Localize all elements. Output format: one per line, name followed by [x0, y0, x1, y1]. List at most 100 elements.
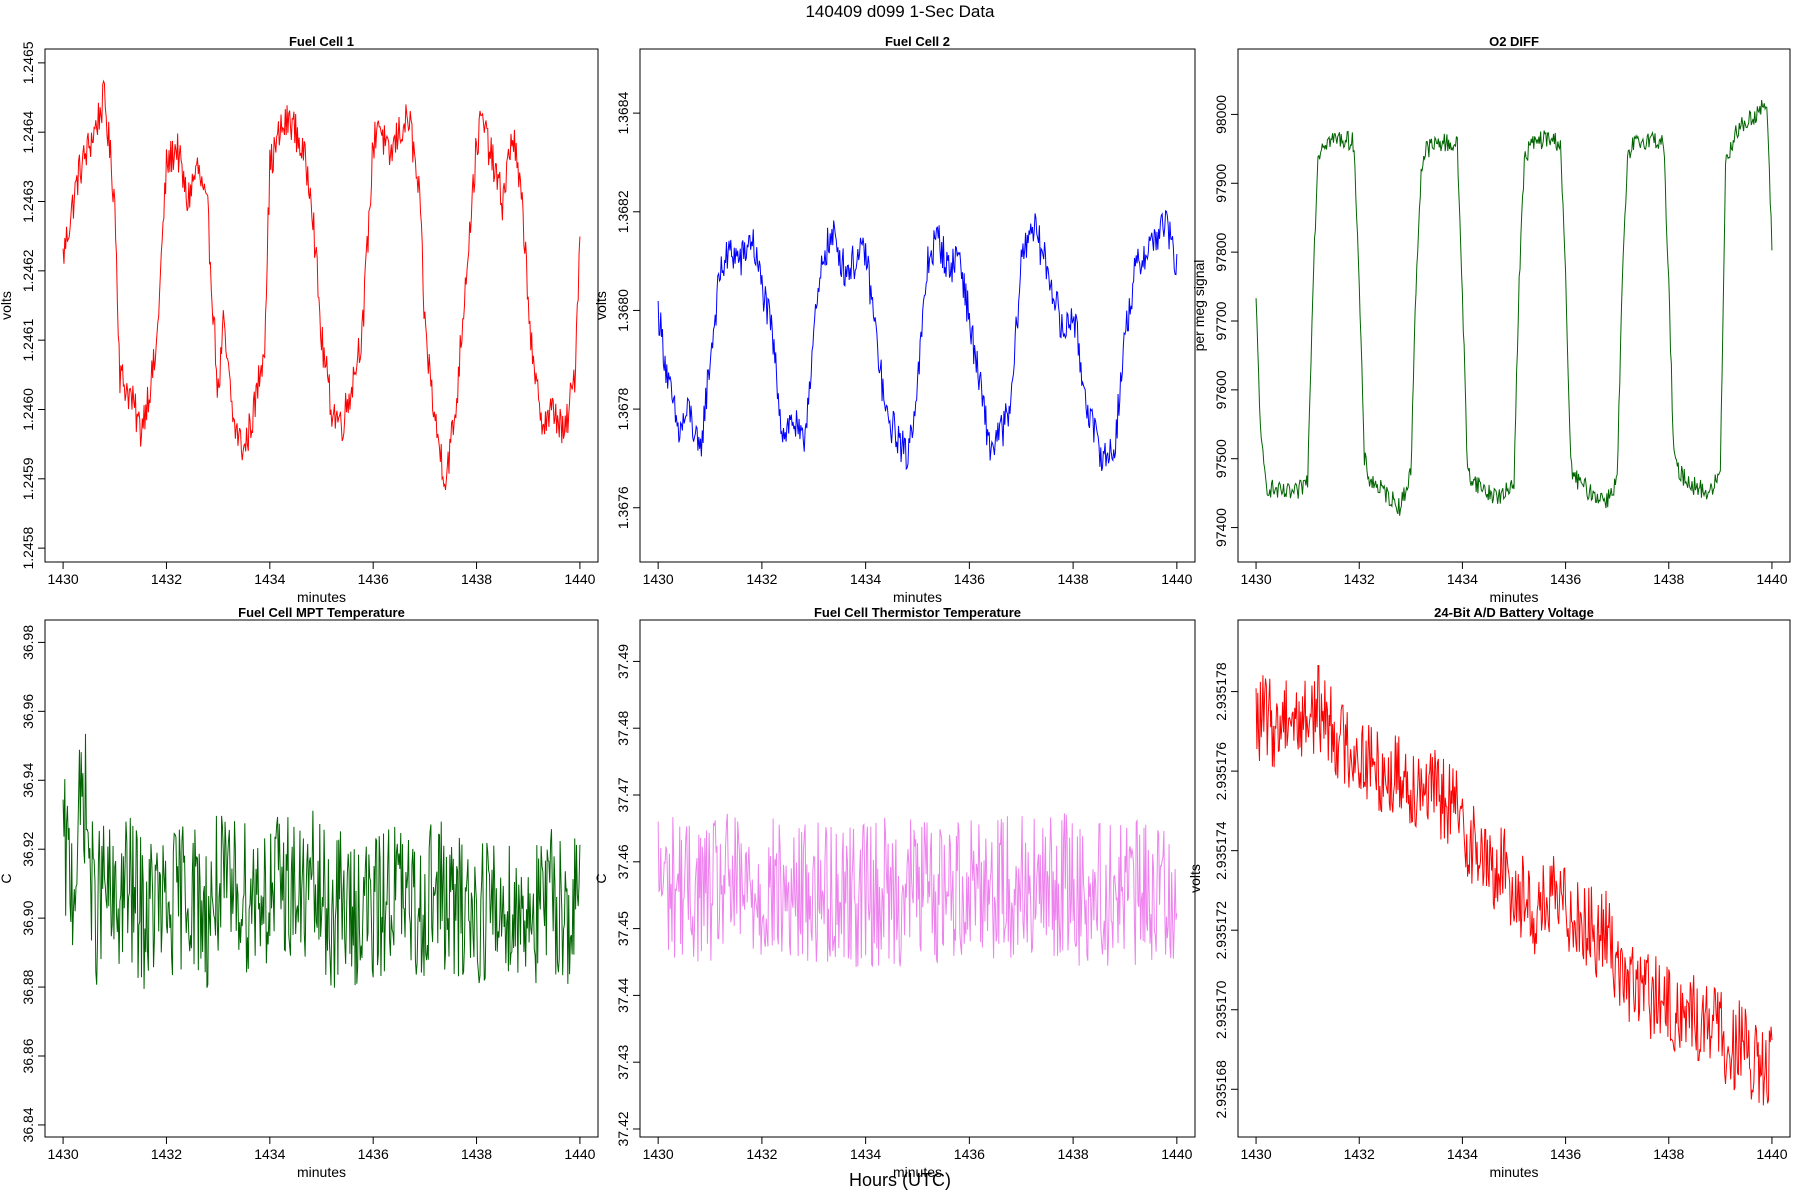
y-tick-label: 1.3684 [615, 92, 631, 135]
y-tick-label: 37.42 [615, 1111, 631, 1146]
x-tick-label: 1440 [564, 1146, 595, 1162]
series-line [62, 733, 581, 989]
plot-frame [639, 48, 1196, 563]
x-tick-label: 1438 [461, 1146, 492, 1162]
y-tick-label: 1.2464 [20, 111, 36, 154]
series-line [1255, 99, 1773, 516]
y-tick-label: 37.43 [615, 1044, 631, 1079]
plot-frame [44, 619, 599, 1138]
x-tick-label: 1434 [1447, 1146, 1478, 1162]
y-tick-label: 1.2460 [20, 388, 36, 431]
panel-1: Fuel Cell 1 1430 1432 1434 1436 1438 1440 minut… [0, 34, 599, 605]
y-tick-label: 2.935174 [1213, 821, 1229, 880]
x-tick-label: 1436 [1550, 1146, 1581, 1162]
y-tick-label: 36.94 [20, 763, 36, 798]
x-tick-label: 1438 [461, 571, 492, 587]
x-tick-label: 1436 [358, 1146, 389, 1162]
y-tick-label: 1.2461 [20, 319, 36, 362]
y-tick-label: 2.935178 [1213, 662, 1229, 721]
y-tick-label: 2.935172 [1213, 901, 1229, 960]
y-tick-label: 37.48 [615, 710, 631, 745]
x-tick-label: 1434 [850, 571, 881, 587]
y-tick-label: 36.98 [20, 625, 36, 660]
y-tick-label: 37.45 [615, 911, 631, 946]
panel-title: 24-Bit A/D Battery Voltage [1434, 605, 1594, 620]
x-tick-label: 1438 [1058, 1146, 1089, 1162]
y-tick-label: 98000 [1213, 95, 1229, 134]
x-tick-label: 1430 [1240, 571, 1271, 587]
x-axis-label: minutes [893, 589, 942, 605]
x-tick-label: 1434 [850, 1146, 881, 1162]
x-tick-label: 1438 [1058, 571, 1089, 587]
x-tick-label: 1440 [1756, 1146, 1787, 1162]
y-tick-label: 2.935170 [1213, 980, 1229, 1039]
x-tick-label: 1436 [954, 571, 985, 587]
y-tick-label: 97600 [1213, 370, 1229, 409]
x-tick-label: 1440 [1161, 1146, 1192, 1162]
x-tick-label: 1432 [151, 1146, 182, 1162]
series-line [657, 209, 1178, 471]
x-axis-label: minutes [297, 1164, 346, 1180]
panel-title: Fuel Cell MPT Temperature [238, 605, 405, 620]
x-axis-label: minutes [1489, 1164, 1538, 1180]
y-tick-label: 1.2465 [20, 41, 36, 84]
x-tick-label: 1436 [954, 1146, 985, 1162]
x-tick-label: 1438 [1653, 571, 1684, 587]
y-tick-label: 1.2462 [20, 249, 36, 292]
y-tick-label: 97400 [1213, 508, 1229, 547]
x-tick-label: 1438 [1653, 1146, 1684, 1162]
x-tick-label: 1432 [151, 571, 182, 587]
panel-2: Fuel Cell 2 1430 1432 1434 1436 1438 1440 minut… [593, 34, 1196, 605]
y-tick-label: 1.3680 [615, 289, 631, 332]
panel-title: Fuel Cell Thermistor Temperature [814, 605, 1021, 620]
y-tick-label: 36.88 [20, 969, 36, 1004]
x-tick-label: 1440 [1161, 571, 1192, 587]
y-axis-label: volts [593, 291, 609, 320]
y-axis-label: volts [0, 291, 14, 320]
y-axis-label: C [593, 873, 609, 883]
y-tick-label: 1.3682 [615, 190, 631, 233]
y-tick-label: 1.3676 [615, 486, 631, 529]
y-tick-label: 1.2463 [20, 180, 36, 223]
y-tick-label: 36.84 [20, 1107, 36, 1142]
y-tick-label: 97700 [1213, 301, 1229, 340]
y-tick-label: 36.92 [20, 831, 36, 866]
plot-frame [44, 48, 599, 563]
x-tick-label: 1430 [48, 1146, 79, 1162]
plot-frame [1237, 48, 1791, 563]
series-line [1255, 664, 1773, 1106]
x-tick-label: 1430 [643, 571, 674, 587]
y-axis-label: per meg signal [1191, 260, 1207, 352]
plot-frame [1237, 619, 1791, 1138]
y-tick-label: 37.47 [615, 777, 631, 812]
x-tick-label: 1430 [48, 571, 79, 587]
x-tick-label: 1440 [564, 571, 595, 587]
y-axis-label: volts [1187, 864, 1203, 893]
panel-5: Fuel Cell Thermistor Temperature 1430 1432… [593, 605, 1196, 1180]
x-tick-label: 1434 [254, 1146, 285, 1162]
series-line [62, 79, 581, 491]
x-axis-label: minutes [297, 589, 346, 605]
panel-title: O2 DIFF [1489, 34, 1539, 49]
y-tick-label: 36.96 [20, 694, 36, 729]
y-tick-label: 2.935176 [1213, 742, 1229, 801]
panel-6: 24-Bit A/D Battery Voltage 1430 1432 1434 14… [1187, 605, 1791, 1180]
x-tick-label: 1432 [746, 571, 777, 587]
y-tick-label: 36.90 [20, 900, 36, 935]
x-tick-label: 1436 [358, 571, 389, 587]
x-axis-label: minutes [1489, 589, 1538, 605]
y-tick-label: 37.44 [615, 978, 631, 1013]
y-tick-label: 1.3678 [615, 387, 631, 430]
x-axis-label: minutes [893, 1164, 942, 1180]
y-tick-label: 1.2458 [20, 527, 36, 570]
y-tick-label: 37.49 [615, 644, 631, 679]
x-tick-label: 1432 [1344, 1146, 1375, 1162]
x-tick-label: 1436 [1550, 571, 1581, 587]
y-tick-label: 36.86 [20, 1038, 36, 1073]
panel-4: Fuel Cell MPT Temperature 1430 1432 1434 143… [0, 605, 599, 1180]
x-tick-label: 1440 [1756, 571, 1787, 587]
panel-3: O2 DIFF 1430 1432 1434 1436 1438 1440 minutes 97… [1191, 34, 1791, 605]
panel-title: Fuel Cell 1 [289, 34, 354, 49]
y-tick-label: 97500 [1213, 439, 1229, 478]
